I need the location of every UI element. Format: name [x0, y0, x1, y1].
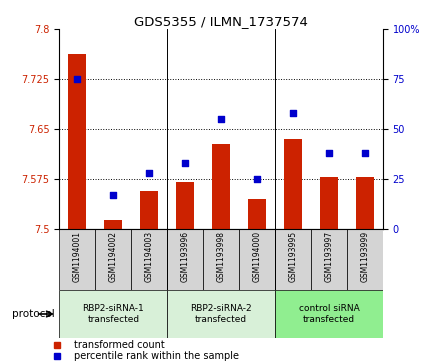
Text: transformed count: transformed count [74, 340, 165, 350]
Point [253, 176, 260, 182]
Point [361, 150, 368, 156]
Bar [59, 229, 95, 290]
Bar [347, 229, 383, 290]
Text: GSM1193998: GSM1193998 [216, 231, 226, 282]
Text: GSM1194003: GSM1194003 [145, 231, 154, 282]
Text: GSM1194002: GSM1194002 [109, 231, 118, 282]
Text: GSM1193999: GSM1193999 [360, 231, 369, 282]
Bar [356, 177, 374, 229]
Bar [104, 220, 122, 229]
Text: RBP2-siRNA-1
transfected: RBP2-siRNA-1 transfected [82, 304, 144, 324]
Bar [320, 177, 338, 229]
Point [218, 116, 225, 122]
Bar [284, 139, 302, 229]
Point [182, 160, 189, 166]
Bar [140, 191, 158, 229]
Text: percentile rank within the sample: percentile rank within the sample [74, 351, 239, 361]
Bar [131, 229, 167, 290]
Bar [167, 229, 203, 290]
Text: GSM1193995: GSM1193995 [289, 231, 297, 282]
Bar [203, 229, 239, 290]
Bar [176, 182, 194, 229]
Text: control siRNA
transfected: control siRNA transfected [298, 304, 359, 324]
Text: GSM1194001: GSM1194001 [73, 231, 82, 282]
Bar [167, 290, 275, 338]
Bar [59, 290, 167, 338]
Bar [239, 229, 275, 290]
Point [326, 150, 333, 156]
Point [74, 76, 81, 82]
Text: RBP2-siRNA-2
transfected: RBP2-siRNA-2 transfected [190, 304, 252, 324]
Point [146, 170, 153, 176]
Bar [95, 229, 131, 290]
Point [110, 192, 117, 197]
Bar [248, 199, 266, 229]
Bar [311, 229, 347, 290]
Bar [275, 290, 383, 338]
Bar [68, 54, 86, 229]
Bar [275, 229, 311, 290]
Text: GSM1194000: GSM1194000 [253, 231, 261, 282]
Text: protocol: protocol [12, 309, 55, 319]
Text: GSM1193997: GSM1193997 [324, 231, 334, 282]
Bar [212, 144, 230, 229]
Point [290, 110, 297, 116]
Title: GDS5355 / ILMN_1737574: GDS5355 / ILMN_1737574 [134, 15, 308, 28]
Text: GSM1193996: GSM1193996 [181, 231, 190, 282]
